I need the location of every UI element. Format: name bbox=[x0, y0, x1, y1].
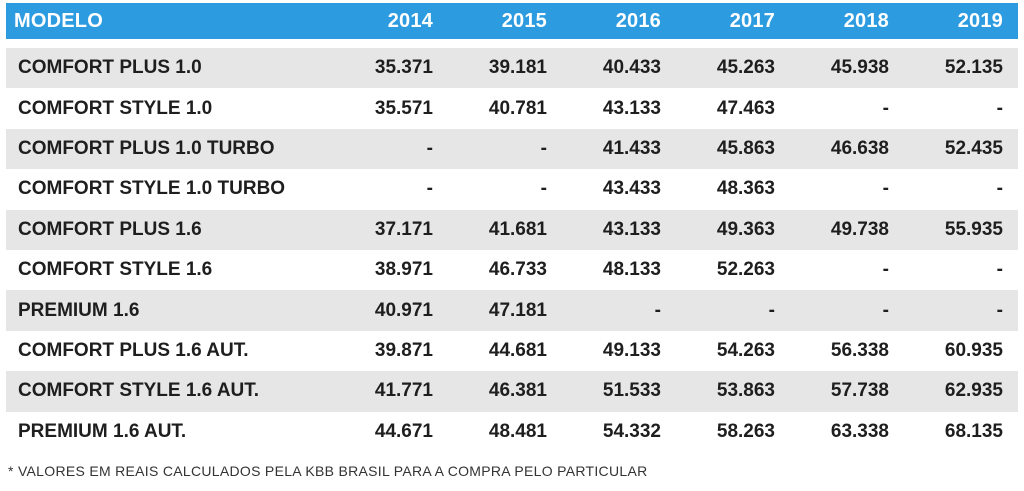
value-cell: - bbox=[426, 137, 433, 159]
value-cell: - bbox=[426, 178, 433, 200]
value-cell: 35.371 bbox=[374, 57, 433, 79]
table-row: COMFORT PLUS 1.0 TURBO - - 41.433 45.863… bbox=[6, 128, 1018, 170]
value-cell: 43.133 bbox=[602, 218, 661, 240]
value-cell: 40.781 bbox=[488, 97, 547, 119]
header-cell-2014: 2014 bbox=[387, 9, 433, 32]
value-cell: 44.681 bbox=[488, 339, 547, 361]
value-cell: 57.738 bbox=[830, 380, 889, 402]
price-table: MODELO 2014 2015 2016 2017 2018 2019 COM… bbox=[6, 3, 1018, 452]
table-row: PREMIUM 1.6 40.971 47.181 - - - - bbox=[6, 290, 1018, 331]
table-row: COMFORT STYLE 1.6 AUT. 41.771 46.381 51.… bbox=[6, 371, 1018, 412]
value-cell: 49.738 bbox=[830, 218, 889, 240]
table-row: COMFORT PLUS 1.0 35.371 39.181 40.433 45… bbox=[6, 48, 1018, 89]
value-cell: 51.533 bbox=[602, 380, 661, 402]
value-cell: 48.363 bbox=[716, 178, 775, 200]
value-cell: - bbox=[882, 178, 889, 200]
value-cell: 52.435 bbox=[944, 137, 1003, 159]
model-cell: COMFORT PLUS 1.0 TURBO bbox=[18, 137, 275, 159]
header-spacer bbox=[6, 39, 1018, 48]
value-cell: 39.871 bbox=[374, 339, 433, 361]
value-cell: - bbox=[654, 299, 661, 321]
model-cell: COMFORT STYLE 1.6 bbox=[18, 259, 213, 281]
value-cell: 55.935 bbox=[944, 218, 1003, 240]
value-cell: 43.133 bbox=[602, 97, 661, 119]
table-row: COMFORT PLUS 1.6 37.171 41.681 43.133 49… bbox=[6, 209, 1018, 250]
value-cell: 37.171 bbox=[374, 218, 433, 240]
value-cell: 48.481 bbox=[488, 420, 547, 442]
value-cell: 40.433 bbox=[602, 57, 661, 79]
model-cell: COMFORT PLUS 1.0 bbox=[18, 57, 202, 79]
value-cell: - bbox=[882, 259, 889, 281]
value-cell: 39.181 bbox=[488, 57, 547, 79]
value-cell: - bbox=[882, 97, 889, 119]
model-cell: COMFORT STYLE 1.0 TURBO bbox=[18, 178, 286, 200]
value-cell: - bbox=[996, 97, 1003, 119]
value-cell: 54.332 bbox=[602, 420, 661, 442]
table-row: COMFORT PLUS 1.6 AUT. 39.871 44.681 49.1… bbox=[6, 331, 1018, 371]
header-cell-2017: 2017 bbox=[729, 9, 775, 32]
value-cell: 46.381 bbox=[488, 380, 547, 402]
value-cell: 62.935 bbox=[944, 380, 1003, 402]
value-cell: 68.135 bbox=[944, 420, 1003, 442]
table-row: COMFORT STYLE 1.0 35.571 40.781 43.133 4… bbox=[6, 88, 1018, 128]
value-cell: 52.263 bbox=[716, 259, 775, 281]
value-cell: 48.133 bbox=[602, 259, 661, 281]
value-cell: 52.135 bbox=[944, 57, 1003, 79]
value-cell: 41.681 bbox=[488, 218, 547, 240]
header-cell-2015: 2015 bbox=[501, 9, 547, 32]
value-cell: 46.638 bbox=[830, 137, 889, 159]
value-cell: - bbox=[996, 259, 1003, 281]
value-cell: 54.263 bbox=[716, 339, 775, 361]
footnote: * VALORES EM REAIS CALCULADOS PELA KBB B… bbox=[8, 463, 648, 479]
value-cell: - bbox=[768, 299, 775, 321]
value-cell: - bbox=[540, 178, 547, 200]
value-cell: 49.363 bbox=[716, 218, 775, 240]
header-cell-2016: 2016 bbox=[615, 9, 661, 32]
header-cell-model: MODELO bbox=[14, 9, 103, 32]
value-cell: 46.733 bbox=[488, 259, 547, 281]
model-cell: COMFORT STYLE 1.6 AUT. bbox=[18, 380, 260, 402]
value-cell: - bbox=[996, 299, 1003, 321]
value-cell: - bbox=[540, 137, 547, 159]
value-cell: 38.971 bbox=[374, 259, 433, 281]
value-cell: 44.671 bbox=[374, 420, 433, 442]
header-cell-2019: 2019 bbox=[957, 9, 1003, 32]
value-cell: - bbox=[882, 299, 889, 321]
value-cell: 40.971 bbox=[374, 299, 433, 321]
value-cell: 47.181 bbox=[488, 299, 547, 321]
value-cell: 47.463 bbox=[716, 97, 775, 119]
value-cell: - bbox=[996, 178, 1003, 200]
model-cell: COMFORT STYLE 1.0 bbox=[18, 97, 213, 119]
value-cell: 45.863 bbox=[716, 137, 775, 159]
table-row: COMFORT STYLE 1.6 38.971 46.733 48.133 5… bbox=[6, 250, 1018, 290]
value-cell: 45.263 bbox=[716, 57, 775, 79]
value-cell: 35.571 bbox=[374, 97, 433, 119]
value-cell: 60.935 bbox=[944, 339, 1003, 361]
table-header: MODELO 2014 2015 2016 2017 2018 2019 bbox=[6, 3, 1018, 39]
model-cell: COMFORT PLUS 1.6 bbox=[18, 218, 202, 240]
value-cell: 56.338 bbox=[830, 339, 889, 361]
table-row: PREMIUM 1.6 AUT. 44.671 48.481 54.332 58… bbox=[6, 412, 1018, 452]
value-cell: 53.863 bbox=[716, 380, 775, 402]
model-cell: COMFORT PLUS 1.6 AUT. bbox=[18, 339, 249, 361]
table-row: COMFORT STYLE 1.0 TURBO - - 43.433 48.36… bbox=[6, 169, 1018, 209]
value-cell: 43.433 bbox=[602, 178, 661, 200]
header-cell-2018: 2018 bbox=[843, 9, 889, 32]
value-cell: 49.133 bbox=[602, 339, 661, 361]
value-cell: 45.938 bbox=[830, 57, 889, 79]
value-cell: 41.433 bbox=[602, 137, 661, 159]
value-cell: 41.771 bbox=[374, 380, 433, 402]
value-cell: 58.263 bbox=[716, 420, 775, 442]
model-cell: PREMIUM 1.6 AUT. bbox=[18, 420, 187, 442]
model-cell: PREMIUM 1.6 bbox=[18, 299, 140, 321]
value-cell: 63.338 bbox=[830, 420, 889, 442]
